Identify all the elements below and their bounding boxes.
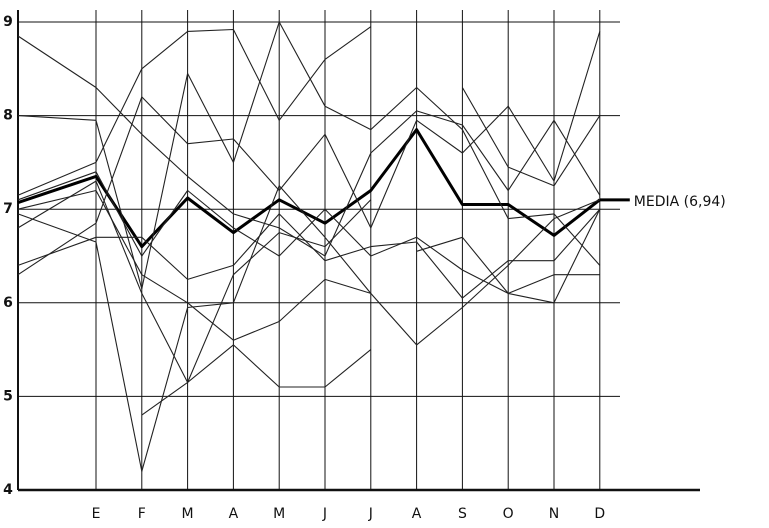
x-tick-label: S	[458, 506, 467, 522]
x-tick-label: F	[138, 506, 146, 522]
series-line	[17, 208, 601, 299]
x-tick-label: O	[503, 506, 514, 522]
x-tick-label: M	[273, 506, 285, 522]
series-line	[461, 87, 601, 187]
mean-line	[17, 128, 601, 249]
x-tick-label: M	[182, 506, 194, 522]
y-tick-label: 4	[3, 482, 13, 498]
y-tick-label: 7	[3, 201, 13, 217]
x-tick-label: A	[412, 506, 422, 522]
series-line	[17, 185, 601, 472]
series-line	[141, 199, 372, 416]
y-tick-label: 5	[3, 388, 13, 404]
series-line	[17, 21, 601, 290]
x-tick-label: A	[229, 506, 239, 522]
y-tick-label: 9	[3, 14, 13, 30]
y-tick-label: 8	[3, 108, 13, 124]
x-tick-label: D	[594, 506, 605, 522]
x-tick-label: J	[322, 506, 327, 522]
x-tick-label: E	[92, 506, 101, 522]
y-tick-label: 6	[3, 295, 13, 311]
series-line	[17, 189, 371, 341]
series-line	[17, 31, 601, 276]
x-tick-label: N	[549, 506, 559, 522]
series-line	[17, 35, 601, 257]
series-line	[17, 180, 372, 388]
x-tick-label: J	[368, 506, 373, 522]
series-label: MEDIA (6,94)	[634, 194, 726, 210]
series-line	[416, 236, 600, 294]
series-line	[17, 26, 372, 196]
